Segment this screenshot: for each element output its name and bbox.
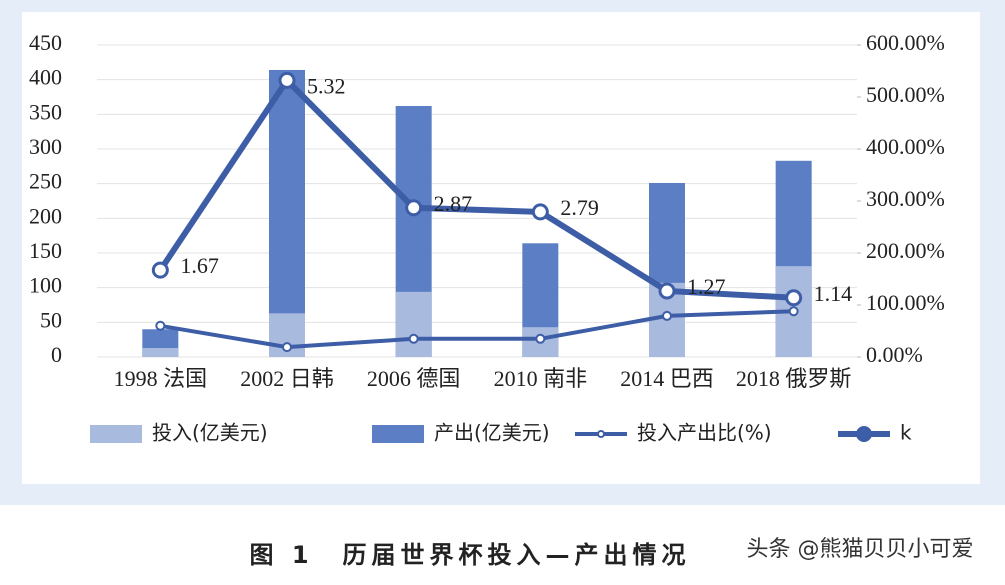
plot-panel bbox=[22, 12, 980, 484]
x-tick-label: 2014 巴西 bbox=[620, 366, 714, 391]
legend-swatch bbox=[372, 425, 424, 443]
legend-label: k bbox=[900, 421, 912, 445]
y-tick-label: 0 bbox=[51, 342, 62, 367]
marker bbox=[788, 306, 799, 317]
y-tick-label: 50 bbox=[40, 307, 62, 332]
marker bbox=[282, 342, 292, 353]
value-label: 1.67 bbox=[180, 253, 219, 278]
bar bbox=[269, 69, 305, 358]
y2-tick-label: 100.00% bbox=[866, 290, 945, 315]
legend-marker bbox=[597, 430, 605, 438]
y-tick-label: 150 bbox=[29, 238, 62, 263]
bar bbox=[395, 291, 432, 357]
marker bbox=[535, 333, 546, 344]
y2-tick-label: 200.00% bbox=[866, 238, 945, 263]
y-tick-label: 200 bbox=[29, 203, 62, 228]
marker bbox=[278, 71, 296, 89]
marker bbox=[662, 310, 672, 321]
y-tick-label: 100 bbox=[29, 273, 62, 298]
legend-swatch bbox=[90, 425, 142, 443]
marker bbox=[785, 289, 803, 307]
value-label: 1.14 bbox=[814, 281, 853, 306]
x-tick-label: 1998 法国 bbox=[114, 366, 208, 391]
marker bbox=[408, 333, 419, 344]
x-tick-label: 2018 俄罗斯 bbox=[736, 366, 852, 391]
y-tick-label: 250 bbox=[29, 169, 62, 194]
watermark: 头条 @熊猫贝贝小可爱 bbox=[747, 537, 974, 562]
line bbox=[157, 75, 794, 301]
legend-label: 投入(亿美元) bbox=[152, 421, 268, 445]
marker bbox=[151, 261, 169, 279]
legend-marker bbox=[856, 426, 872, 442]
x-tick-label: 2006 德国 bbox=[367, 366, 461, 391]
y2-tick-label: 0.00% bbox=[866, 342, 923, 367]
line bbox=[160, 309, 794, 350]
value-label: 2.79 bbox=[560, 195, 599, 220]
marker bbox=[155, 320, 166, 331]
legend-label: 产出(亿美元) bbox=[434, 421, 550, 445]
y2-tick-label: 300.00% bbox=[866, 186, 945, 211]
bar bbox=[142, 347, 179, 357]
marker bbox=[658, 282, 676, 300]
caption: 图 1 历届世界杯投入—产出情况 bbox=[249, 541, 690, 569]
y2-tick-label: 500.00% bbox=[866, 82, 945, 107]
y-tick-label: 350 bbox=[29, 99, 62, 124]
y2-tick-label: 600.00% bbox=[866, 30, 945, 55]
y2-tick-label: 400.00% bbox=[866, 134, 945, 159]
legend-label: 投入产出比(%) bbox=[637, 421, 772, 445]
value-label: 2.87 bbox=[434, 191, 473, 216]
y-tick-label: 400 bbox=[29, 65, 62, 90]
marker bbox=[531, 203, 549, 221]
x-tick-label: 2010 南非 bbox=[494, 366, 588, 391]
marker bbox=[405, 199, 423, 217]
value-label: 5.32 bbox=[307, 73, 346, 98]
y-tick-label: 450 bbox=[29, 30, 62, 55]
y-tick-label: 300 bbox=[29, 134, 62, 159]
value-label: 1.27 bbox=[687, 274, 726, 299]
x-tick-label: 2002 日韩 bbox=[240, 366, 334, 391]
